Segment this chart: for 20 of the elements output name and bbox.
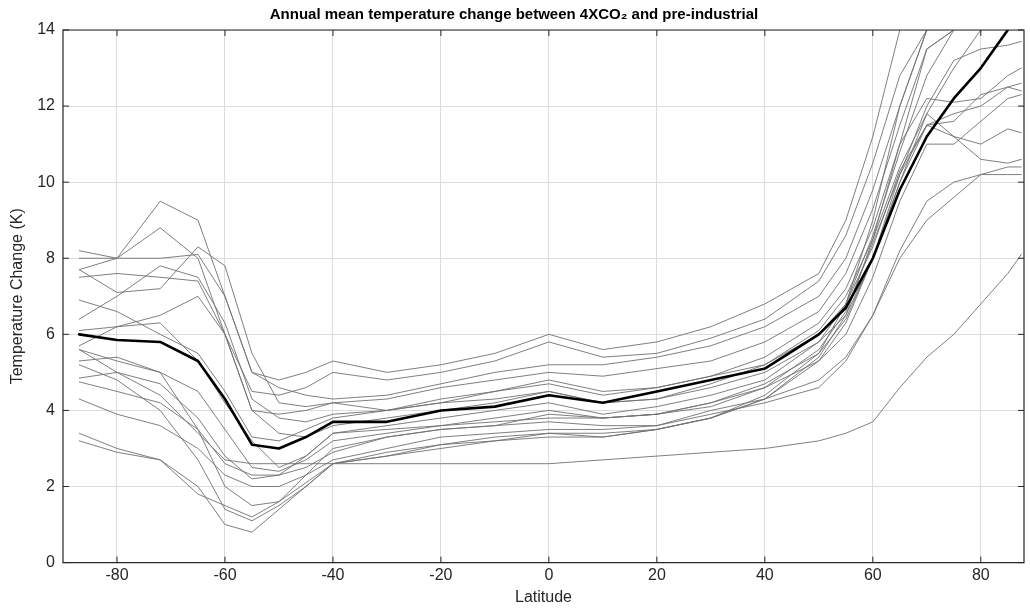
- y-tick-label: 6: [46, 324, 56, 342]
- y-tick-label: 2: [46, 476, 56, 494]
- x-tick-label: 60: [863, 565, 882, 583]
- y-tick-label: 12: [37, 96, 56, 114]
- x-tick-label: 40: [755, 565, 774, 583]
- y-tick-label: 8: [46, 248, 56, 266]
- y-tick-label: 0: [46, 553, 56, 571]
- x-tick-label: -40: [321, 565, 345, 583]
- x-axis-title: Latitude: [515, 587, 573, 605]
- x-tick-label: -80: [105, 565, 129, 583]
- y-tick-label: 14: [37, 20, 56, 38]
- chart-title: Annual mean temperature change between 4XCO₂ and pre-industrial: [269, 5, 759, 23]
- y-tick-label: 10: [37, 172, 56, 190]
- y-axis-title: Temperature Change (K): [8, 208, 26, 385]
- x-tick-label: 80: [971, 565, 990, 583]
- y-tick-label: 4: [46, 400, 56, 418]
- x-tick-label: 20: [647, 565, 666, 583]
- x-tick-label: 0: [544, 565, 554, 583]
- x-tick-label: -20: [429, 565, 453, 583]
- x-tick-label: -60: [213, 565, 237, 583]
